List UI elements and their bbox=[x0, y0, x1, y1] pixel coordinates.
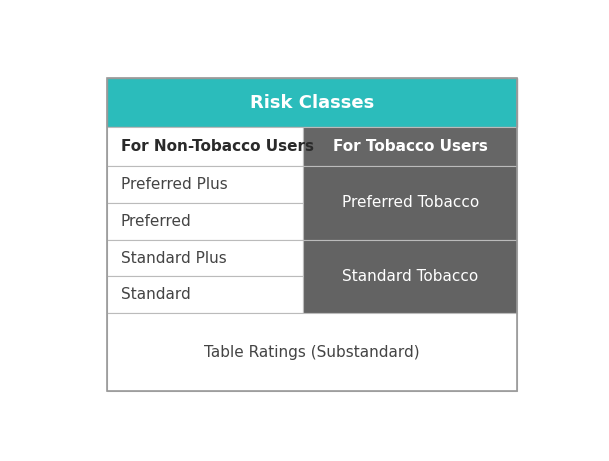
Bar bbox=[303, 240, 518, 313]
Bar bbox=[107, 127, 303, 166]
Bar bbox=[107, 203, 303, 240]
Bar bbox=[107, 277, 303, 313]
Bar bbox=[107, 78, 518, 127]
Text: Table Ratings (Substandard): Table Ratings (Substandard) bbox=[204, 344, 420, 360]
Bar bbox=[107, 240, 303, 277]
Text: Risk Classes: Risk Classes bbox=[250, 94, 375, 112]
Text: Standard Plus: Standard Plus bbox=[121, 250, 227, 266]
Text: For Non-Tobacco Users: For Non-Tobacco Users bbox=[121, 139, 314, 154]
Text: Standard Tobacco: Standard Tobacco bbox=[342, 269, 479, 284]
Text: Preferred: Preferred bbox=[121, 213, 192, 229]
Bar bbox=[303, 127, 518, 166]
Bar bbox=[107, 313, 518, 391]
Bar bbox=[303, 166, 518, 240]
Text: Preferred Tobacco: Preferred Tobacco bbox=[342, 195, 479, 210]
Bar bbox=[107, 78, 518, 391]
Text: Standard: Standard bbox=[121, 287, 191, 302]
Text: Preferred Plus: Preferred Plus bbox=[121, 177, 228, 192]
Bar bbox=[107, 166, 303, 203]
Text: For Tobacco Users: For Tobacco Users bbox=[333, 139, 488, 154]
